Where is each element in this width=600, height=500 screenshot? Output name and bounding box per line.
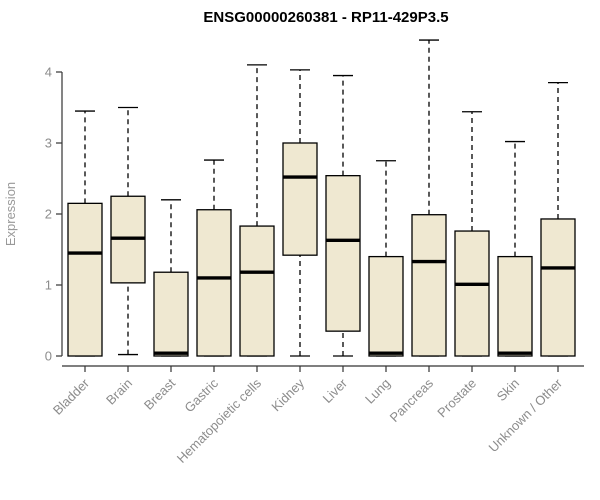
iqr-box [67,202,103,357]
boxplot-pancreas [411,39,447,357]
iqr-box [454,230,490,357]
iqr-box [153,271,189,357]
chart-title: ENSG00000260381 - RP11-429P3.5 [203,9,448,26]
x-tick-label: Prostate [434,376,479,421]
iqr-box [325,175,361,332]
boxplot-gastric [196,159,232,357]
y-tick-label: 2 [45,207,52,222]
iqr-box [239,225,275,357]
boxplot-kidney [282,69,318,357]
iqr-box [368,255,404,357]
y-tick-label: 4 [45,65,52,80]
x-tick-label: Breast [141,375,178,412]
y-tick-label: 3 [45,136,52,151]
boxplot-lung [368,160,404,357]
boxplot-prostate [454,111,490,357]
iqr-box [196,209,232,357]
boxplot-bladder [67,110,103,357]
y-tick-label: 1 [45,278,52,293]
x-tick-label: Unknown / Other [486,375,566,455]
x-tick-label: Liver [320,375,351,406]
boxplot-liver [325,74,361,357]
boxplot-hematopoietic-cells [239,64,275,357]
iqr-box [497,255,533,357]
y-axis-label: Expression [3,182,18,246]
x-tick-label: Gastric [181,375,221,415]
x-tick-label: Lung [362,376,393,407]
x-tick-label: Skin [494,376,522,404]
iqr-box [540,218,576,357]
y-tick-label: 0 [45,349,52,364]
x-tick-label: Hematopoietic cells [174,375,265,466]
x-tick-label: Brain [103,376,135,408]
iqr-box [282,142,318,256]
iqr-box [411,214,447,357]
x-tick-label: Kidney [268,375,307,414]
boxplot-skin [497,140,533,357]
boxplot-boxes [67,39,576,357]
boxplot-breast [153,199,189,357]
boxplot-brain [110,106,146,356]
boxplot-unknown-other [540,82,576,357]
x-tick-label: Pancreas [387,375,437,425]
x-tick-label: Bladder [50,375,93,418]
